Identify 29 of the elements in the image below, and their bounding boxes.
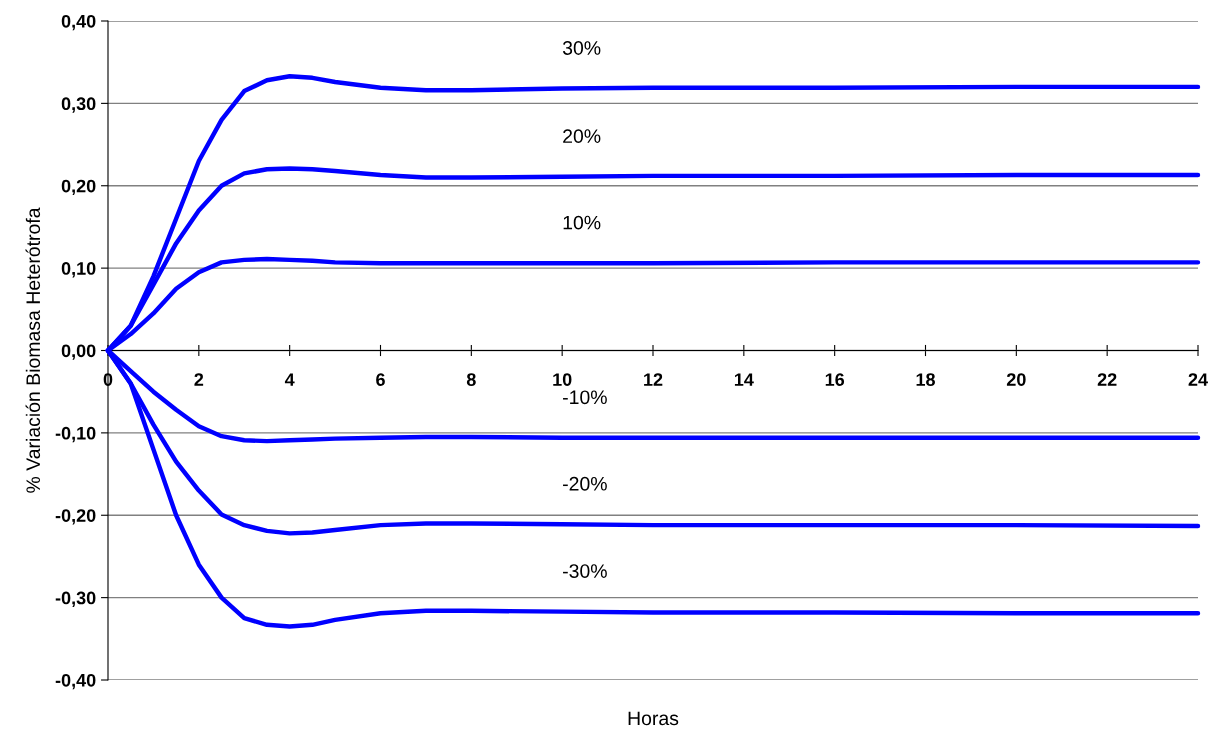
y-tick-label: 0,20 [61, 179, 96, 196]
x-tick-label: 8 [466, 373, 476, 386]
x-tick-label: 20 [1006, 373, 1026, 386]
x-tick-label: 24 [1188, 373, 1208, 386]
x-axis-title: Horas [628, 711, 679, 726]
y-tick-label: -0,20 [55, 509, 96, 525]
y-tick-label: -0,30 [55, 591, 96, 607]
x-tick-label: 16 [825, 373, 845, 386]
x-tick-label: 22 [1097, 373, 1117, 386]
series-label: 30% [562, 41, 601, 55]
x-tick-label: 4 [284, 373, 295, 386]
x-tick-label: 10 [553, 373, 572, 386]
x-tick-label: 6 [376, 373, 385, 386]
x-tick-label: 2 [194, 373, 204, 386]
series-label: 20% [563, 129, 601, 144]
series-label: -10% [563, 390, 607, 405]
x-tick-label: 14 [734, 373, 754, 386]
series-label: -20% [563, 476, 607, 491]
x-tick-label: 12 [644, 373, 663, 386]
y-tick-label: 0,00 [61, 344, 96, 360]
y-tick-label: -0,10 [55, 426, 96, 443]
y-tick-label: -0,40 [55, 673, 96, 690]
y-tick-label: 0,40 [61, 14, 96, 31]
x-tick-label: 18 [916, 373, 935, 386]
y-tick-label: 0,10 [61, 262, 96, 278]
series-label: -30% [563, 564, 607, 578]
series-label: 10% [563, 215, 601, 230]
y-tick-label: 0,30 [61, 97, 96, 113]
y-axis-title: % Variación Biomasa Heterótrofa [25, 207, 41, 493]
